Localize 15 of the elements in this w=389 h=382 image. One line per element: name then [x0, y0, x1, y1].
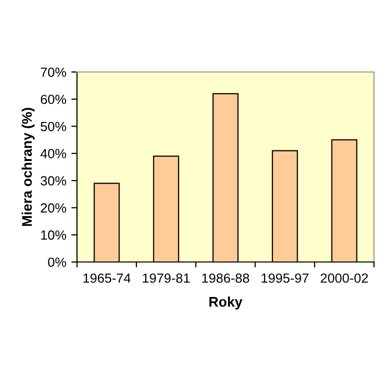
y-tick-label: 20%	[40, 203, 66, 213]
y-axis-title: Miera ochrany (%)	[22, 108, 35, 226]
y-tick-label: 0%	[48, 258, 66, 267]
y-tick-label: 40%	[40, 148, 66, 158]
y-tick-label: 70%	[40, 68, 66, 77]
x-tick-label: 1995-97	[262, 273, 308, 283]
y-tick-label: 60%	[40, 94, 66, 104]
x-tick-label: 1979-81	[142, 273, 190, 283]
y-tick-label: 30%	[40, 176, 66, 186]
x-tick-label: 1986-88	[202, 273, 250, 283]
x-axis-title: Roky	[209, 296, 242, 310]
y-tick-label: 50%	[40, 122, 66, 132]
y-tick-label: 10%	[41, 230, 66, 240]
x-tick-label: 2000-02	[320, 273, 368, 283]
x-tick-label: 1965-74	[83, 273, 131, 283]
